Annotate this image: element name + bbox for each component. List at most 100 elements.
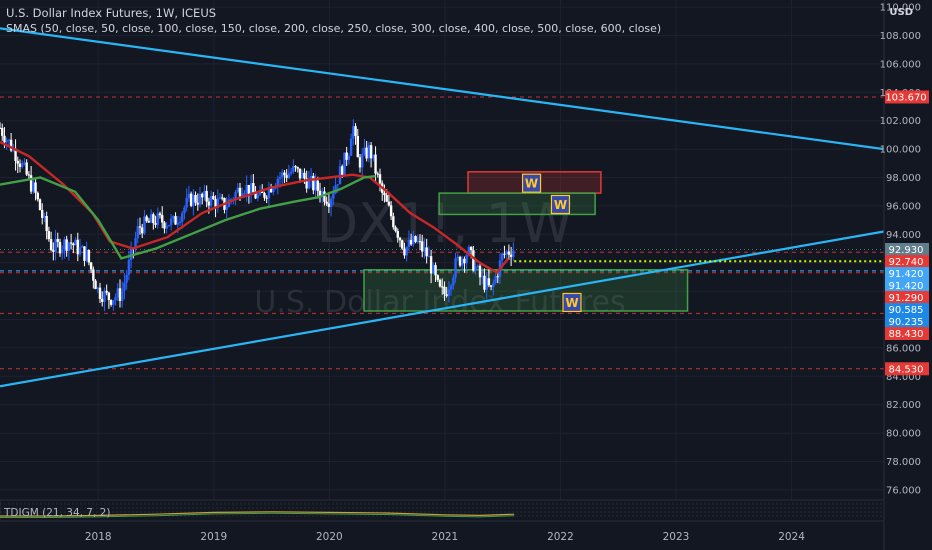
candle-body (456, 256, 459, 259)
candle-body (218, 197, 222, 199)
candle-body (507, 251, 511, 255)
level-price-tag (885, 362, 929, 376)
chart-subtitle: SMAS (50, close, 50, close, 100, close, … (6, 22, 662, 35)
candle-body (81, 246, 84, 248)
candle-body (94, 280, 97, 290)
candle-body (452, 277, 455, 286)
y-tick-label: 108.000 (880, 31, 921, 42)
y-tick-label: 100.000 (880, 145, 921, 156)
y-tick-label: 84.000 (886, 372, 921, 383)
candle-body (21, 163, 24, 167)
level-price-tag (885, 254, 929, 268)
candle-body (301, 172, 304, 179)
level-price-label: 92.930 (889, 245, 924, 256)
candle-body (45, 215, 48, 232)
candle-body (194, 194, 197, 203)
candle-body (469, 246, 473, 251)
candle-body (238, 187, 242, 197)
candle-body (187, 193, 191, 198)
candle-body (29, 175, 33, 192)
candle-body (214, 199, 217, 209)
candle-body (461, 258, 464, 266)
candle-body (243, 193, 246, 195)
candle-body (18, 163, 22, 167)
chart-title: U.S. Dollar Index Futures, 1W, ICEUS (6, 6, 217, 20)
candle-body (125, 274, 128, 283)
candle-body (147, 220, 151, 223)
candle-body (323, 191, 326, 202)
candle-body (241, 193, 244, 197)
annotation-badge (562, 292, 582, 313)
x-tick-label: 2018 (85, 531, 112, 543)
level-price-label: 90.585 (889, 305, 924, 316)
candle-body (334, 185, 337, 194)
candle-body (74, 239, 77, 246)
candle-body (85, 249, 88, 261)
candle-body (47, 231, 51, 240)
candle-body (296, 167, 299, 169)
y-tick-label: 78.000 (886, 457, 921, 468)
candle-body (196, 202, 199, 205)
candle-body (136, 226, 139, 239)
candle-body (174, 216, 177, 225)
y-tick-label: 98.000 (886, 173, 921, 184)
candle-body (41, 210, 44, 218)
candle-body (509, 254, 513, 257)
candle-body (32, 182, 35, 192)
candle-body (156, 213, 159, 225)
candle-body (427, 256, 431, 258)
candle-body (298, 168, 302, 179)
candle-body (443, 286, 446, 295)
candle-body (116, 288, 119, 298)
candle-body (285, 175, 288, 178)
y-tick-label: 96.000 (886, 201, 921, 212)
candle-body (465, 255, 468, 264)
y-tick-label: 94.000 (886, 230, 921, 241)
candle-body (127, 259, 131, 275)
level-price-tag (885, 314, 929, 328)
level-price-tag (885, 90, 929, 104)
candle-body (467, 246, 471, 256)
indicator-line-2 (0, 512, 515, 518)
candle-body (98, 287, 102, 299)
candle-body (192, 194, 195, 206)
candle-body (396, 231, 399, 238)
level-price-label: 84.530 (889, 364, 924, 375)
annotation-badge (521, 173, 542, 193)
candle-body (487, 278, 491, 286)
candle-body (441, 286, 444, 288)
candle-body (256, 194, 259, 199)
candle-body (276, 178, 279, 187)
candle-body (176, 223, 179, 225)
level-price-tag (885, 290, 929, 304)
level-price-label: 91.420 (889, 269, 924, 280)
candle-body (363, 147, 366, 154)
annotation-label: W (525, 177, 538, 191)
indicator-pane (0, 499, 885, 522)
candle-body (263, 192, 266, 198)
candle-body (269, 187, 273, 193)
candle-body (294, 166, 297, 168)
candle-body (434, 265, 437, 276)
candle-body (96, 287, 99, 290)
candle-body (369, 145, 373, 159)
candle-body (316, 180, 319, 191)
candle-body (103, 290, 106, 302)
candle-body (367, 145, 371, 159)
candle-body (505, 251, 508, 255)
candle-body (347, 155, 351, 160)
annotation-label: W (554, 198, 567, 212)
candle-body (258, 191, 262, 195)
candle-body (65, 239, 68, 251)
candle-body (354, 126, 357, 136)
candle-body (278, 177, 282, 179)
candle-body (281, 172, 284, 178)
candle-body (425, 247, 428, 257)
candle-body (376, 173, 379, 175)
annotation-badge (550, 194, 571, 215)
y-tick-label: 86.000 (886, 343, 921, 354)
candle-body (403, 248, 406, 256)
candle-body (245, 184, 248, 194)
candle-body (154, 223, 157, 225)
